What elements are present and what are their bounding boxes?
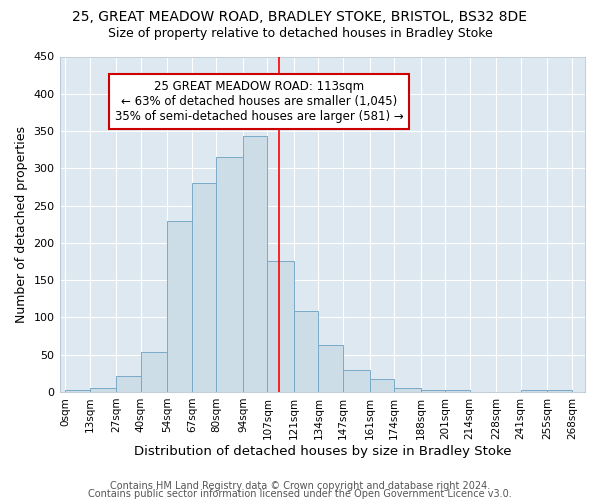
- Bar: [268, 261, 294, 392]
- Bar: [90, 388, 116, 392]
- Bar: [547, 390, 572, 392]
- Bar: [116, 376, 141, 392]
- Bar: [521, 390, 547, 392]
- Text: 25, GREAT MEADOW ROAD, BRADLEY STOKE, BRISTOL, BS32 8DE: 25, GREAT MEADOW ROAD, BRADLEY STOKE, BR…: [73, 10, 527, 24]
- Bar: [65, 390, 90, 392]
- X-axis label: Distribution of detached houses by size in Bradley Stoke: Distribution of detached houses by size …: [134, 444, 511, 458]
- Bar: [192, 183, 217, 392]
- Bar: [243, 136, 268, 392]
- Bar: [445, 390, 470, 392]
- Bar: [370, 378, 394, 392]
- Text: Size of property relative to detached houses in Bradley Stoke: Size of property relative to detached ho…: [107, 28, 493, 40]
- Text: 25 GREAT MEADOW ROAD: 113sqm
← 63% of detached houses are smaller (1,045)
35% of: 25 GREAT MEADOW ROAD: 113sqm ← 63% of de…: [115, 80, 404, 123]
- Bar: [294, 310, 319, 392]
- Bar: [343, 370, 370, 392]
- Bar: [141, 352, 167, 392]
- Text: Contains public sector information licensed under the Open Government Licence v3: Contains public sector information licen…: [88, 489, 512, 499]
- Bar: [394, 388, 421, 392]
- Bar: [167, 220, 192, 392]
- Bar: [421, 390, 445, 392]
- Text: Contains HM Land Registry data © Crown copyright and database right 2024.: Contains HM Land Registry data © Crown c…: [110, 481, 490, 491]
- Bar: [217, 157, 243, 392]
- Y-axis label: Number of detached properties: Number of detached properties: [15, 126, 28, 322]
- Bar: [319, 345, 343, 392]
